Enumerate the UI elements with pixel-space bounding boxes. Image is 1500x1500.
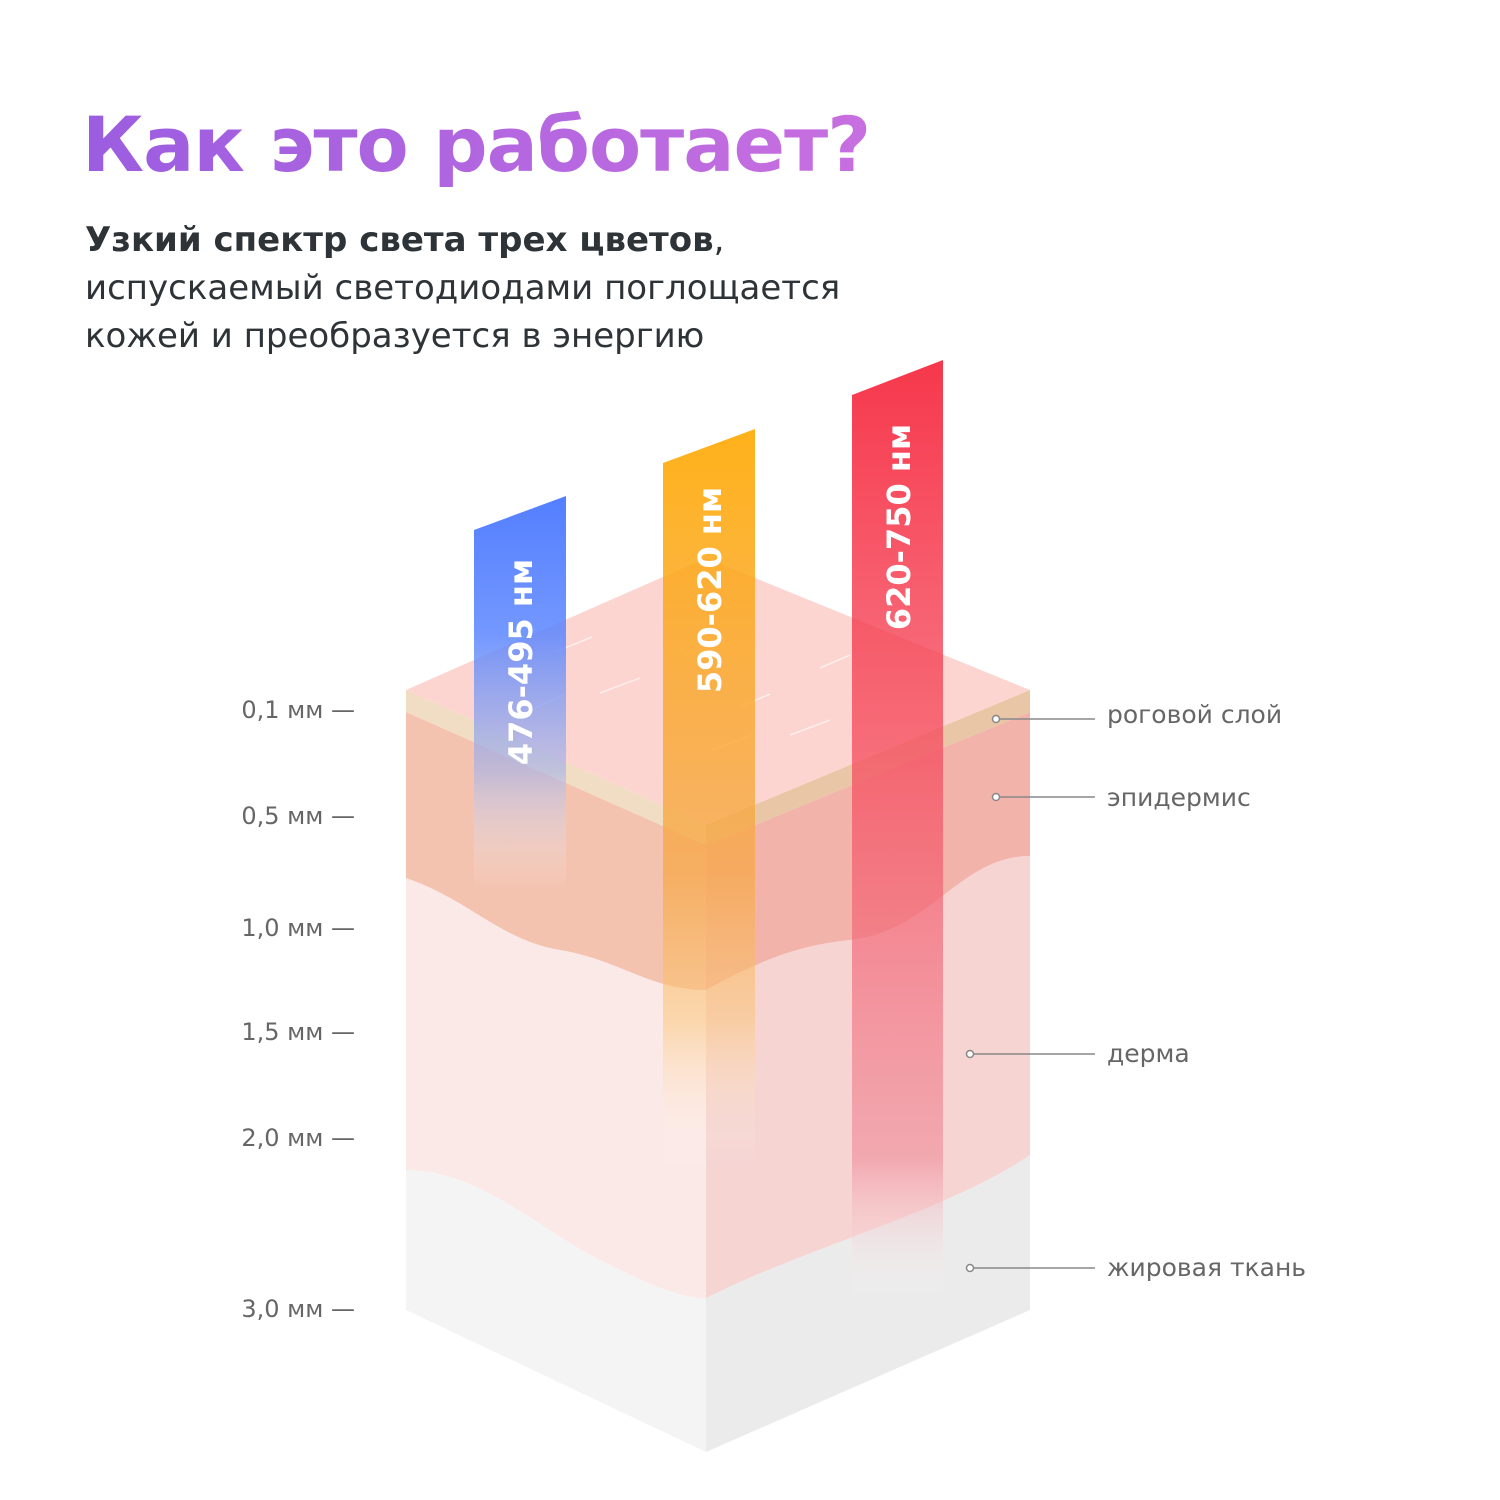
- subtitle: Узкий спектр света трех цветов, испускаем…: [85, 220, 841, 356]
- red-light-beam: [852, 360, 943, 1300]
- dermis-left-face: [406, 878, 706, 1298]
- layer-label-stratum: роговой слой: [1107, 700, 1282, 729]
- callout-dot: [991, 792, 1001, 802]
- depth-3-0: 3,0 мм —: [241, 1295, 355, 1323]
- layer-label-dermis: дерма: [1107, 1039, 1190, 1068]
- depth-0-5: 0,5 мм —: [241, 802, 355, 830]
- yellow-light-beam: [663, 429, 755, 1170]
- callout-dot: [991, 714, 1001, 724]
- fat-left-face: [406, 1170, 706, 1452]
- subtitle-line2: испускаемый светодиодами поглощается: [85, 268, 841, 308]
- subtitle-bold: Узкий спектр света трех цветов: [85, 220, 714, 260]
- blue-beam-label: 476-495 нм: [502, 559, 540, 765]
- yellow-beam-label: 590-620 нм: [691, 487, 729, 693]
- page-title: Как это работает?: [82, 100, 871, 189]
- red-beam-label: 620-750 нм: [880, 424, 918, 630]
- depth-2-0: 2,0 мм —: [241, 1124, 355, 1152]
- layer-label-epidermis: эпидермис: [1107, 783, 1251, 812]
- blue-light-beam: [474, 496, 566, 890]
- subtitle-line3: кожей и преобразуется в энергию: [85, 316, 705, 356]
- fat-right-face: [706, 1155, 1030, 1452]
- depth-1-5: 1,5 мм —: [241, 1018, 355, 1046]
- layer-label-fat: жировая ткань: [1107, 1253, 1306, 1282]
- depth-0-1: 0,1 мм —: [241, 696, 355, 724]
- callout-dot: [965, 1263, 975, 1273]
- depth-1-0: 1,0 мм —: [241, 914, 355, 942]
- callout-dot: [965, 1049, 975, 1059]
